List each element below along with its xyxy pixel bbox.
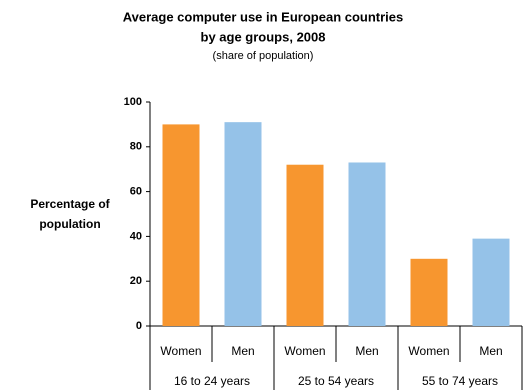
chart-title: Average computer use in European countri… (123, 9, 404, 24)
y-tick-label: 40 (130, 230, 142, 242)
group-label: 16 to 24 years (174, 374, 250, 388)
x-tick-label: Men (479, 344, 502, 358)
bar (410, 258, 448, 326)
x-tick-label: Women (284, 344, 325, 358)
bar (286, 164, 324, 326)
y-tick-label: 80 (130, 141, 142, 153)
x-tick-label: Women (160, 344, 201, 358)
x-tick-label: Women (408, 344, 449, 358)
y-tick-label: 0 (136, 320, 142, 332)
group-label: 55 to 74 years (422, 374, 498, 388)
x-tick-label: Men (231, 344, 254, 358)
bar (472, 238, 510, 326)
bar (162, 124, 200, 327)
chart-subtitle: (share of population) (213, 50, 314, 62)
y-axis-label: population (39, 217, 100, 231)
y-axis-label: Percentage of (30, 197, 110, 211)
chart-title: by age groups, 2008 (201, 29, 326, 44)
bar (348, 162, 386, 326)
group-label: 25 to 54 years (298, 374, 374, 388)
x-tick-label: Men (355, 344, 378, 358)
y-tick-label: 100 (124, 96, 142, 108)
y-tick-label: 60 (130, 186, 142, 198)
y-tick-label: 20 (130, 275, 142, 287)
bar (224, 122, 262, 326)
